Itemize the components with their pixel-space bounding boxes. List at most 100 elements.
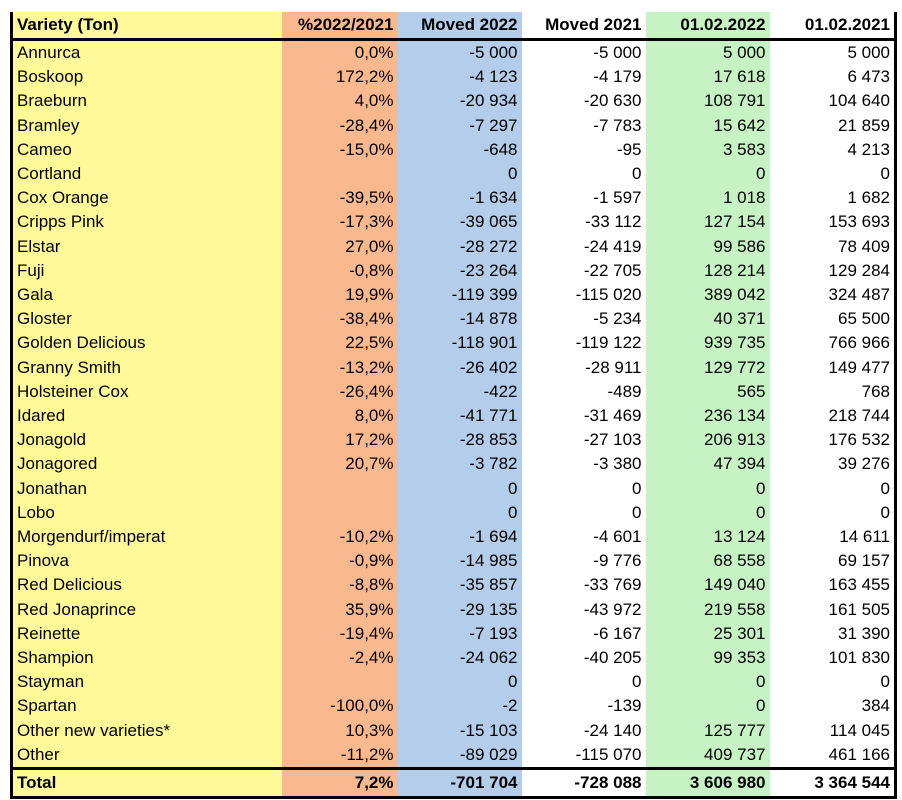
cell-stock-2022: 15 642 [645, 113, 770, 138]
cell-stock-2021: 69 157 [769, 549, 897, 574]
cell-moved-2021: -20 630 [521, 89, 646, 114]
cell-moved-2021: -3 380 [521, 452, 646, 477]
apple-varieties-table: Variety (Ton) %2022/2021 Moved 2022 Move… [10, 12, 897, 800]
cell-moved-2022: -28 853 [397, 428, 522, 453]
cell-stock-2022: 149 040 [645, 573, 770, 598]
cell-moved-2021: -4 179 [521, 65, 646, 90]
cell-pct-change [281, 162, 398, 187]
cell-variety: Cox Orange [10, 186, 282, 211]
table-row: Other new varieties* 10,3% -15 103 -24 140 1… [10, 718, 897, 743]
cell-stock-2021: 31 390 [769, 621, 897, 647]
cell-moved-2022: -28 272 [397, 234, 522, 259]
cell-moved-2022: -1 694 [397, 525, 522, 550]
cell-stock-2022: 939 735 [645, 331, 770, 356]
cell-stock-2022: 565 [645, 379, 770, 405]
cell-stock-2021: 324 487 [769, 283, 897, 308]
cell-moved-2022: -14 985 [397, 549, 522, 574]
cell-moved-2021: -27 103 [521, 428, 646, 453]
cell-variety: Granny Smith [10, 355, 282, 380]
cell-stock-2022: 206 913 [645, 428, 770, 453]
cell-moved-2022: -1 634 [397, 186, 522, 211]
cell-variety: Annurca [10, 39, 282, 66]
cell-moved-2022: 0 [397, 670, 522, 695]
cell-moved-2022: -5 000 [397, 39, 522, 66]
cell-stock-2022: 68 558 [645, 549, 770, 574]
table-row: Cortland 0 0 0 0 [10, 162, 897, 187]
cell-stock-2021: 4 213 [769, 137, 897, 163]
cell-pct-change: 19,9% [281, 283, 398, 308]
cell-moved-2021: -119 122 [521, 331, 646, 356]
cell-stock-2022: 219 558 [645, 597, 770, 622]
table-row: Jonathan 0 0 0 0 [10, 476, 897, 501]
cell-moved-2021: -31 469 [521, 404, 646, 429]
cell-stock-2021: 104 640 [769, 89, 897, 114]
cell-variety: Gloster [10, 307, 282, 332]
cell-stock-2021: 65 500 [769, 307, 897, 332]
cell-pct-change: -0,8% [281, 258, 398, 284]
table-row: Gala 19,9% -119 399 -115 020 389 042 324 487 [10, 283, 897, 308]
table-row: Cripps Pink -17,3% -39 065 -33 112 127 154 15… [10, 210, 897, 235]
cell-moved-2022: 0 [397, 476, 522, 501]
cell-moved-2021: -7 783 [521, 113, 646, 138]
cell-pct-change [281, 500, 398, 526]
cell-moved-2021: -24 140 [521, 718, 646, 743]
total-stock-2022: 3 606 980 [645, 767, 770, 800]
cell-pct-change [281, 476, 398, 501]
cell-pct-change: -11,2% [281, 742, 398, 769]
cell-variety: Jonagored [10, 452, 282, 477]
cell-moved-2022: -4 123 [397, 65, 522, 90]
cell-stock-2021: 101 830 [769, 646, 897, 671]
cell-stock-2022: 47 394 [645, 452, 770, 477]
cell-pct-change: -38,4% [281, 307, 398, 332]
cell-moved-2021: -4 601 [521, 525, 646, 550]
cell-stock-2021: 768 [769, 379, 897, 405]
cell-variety: Spartan [10, 694, 282, 719]
cell-stock-2022: 1 018 [645, 186, 770, 211]
cell-pct-change: -10,2% [281, 525, 398, 550]
table-row: Holsteiner Cox -26,4% -422 -489 565 768 [10, 379, 897, 405]
table-row: Golden Delicious 22,5% -118 901 -119 122 939… [10, 331, 897, 356]
cell-stock-2022: 25 301 [645, 621, 770, 647]
cell-stock-2022: 0 [645, 670, 770, 695]
cell-stock-2022: 0 [645, 162, 770, 187]
table-row: Spartan -100,0% -2 -139 0 384 [10, 694, 897, 719]
cell-pct-change: -0,9% [281, 549, 398, 574]
cell-variety: Idared [10, 404, 282, 429]
cell-stock-2021: 0 [769, 476, 897, 501]
cell-moved-2021: -40 205 [521, 646, 646, 671]
cell-pct-change: -28,4% [281, 113, 398, 138]
cell-moved-2021: 0 [521, 670, 646, 695]
cell-stock-2021: 114 045 [769, 718, 897, 743]
table-row: Other -11,2% -89 029 -115 070 409 737 461 166 [10, 742, 897, 769]
cell-stock-2022: 127 154 [645, 210, 770, 235]
cell-variety: Jonathan [10, 476, 282, 501]
table-row: Red Delicious -8,8% -35 857 -33 769 149 040 1… [10, 573, 897, 598]
table-row: Cameo -15,0% -648 -95 3 583 4 213 [10, 137, 897, 163]
cell-moved-2022: -14 878 [397, 307, 522, 332]
cell-moved-2022: -23 264 [397, 258, 522, 284]
cell-moved-2021: -1 597 [521, 186, 646, 211]
cell-variety: Braeburn [10, 89, 282, 114]
cell-stock-2021: 163 455 [769, 573, 897, 598]
cell-moved-2021: -9 776 [521, 549, 646, 574]
table-row: Bramley -28,4% -7 297 -7 783 15 642 21 859 [10, 113, 897, 138]
cell-moved-2022: -7 297 [397, 113, 522, 138]
cell-stock-2022: 99 353 [645, 646, 770, 671]
total-pct-change: 7,2% [281, 767, 398, 800]
cell-moved-2022: -3 782 [397, 452, 522, 477]
cell-stock-2021: 129 284 [769, 258, 897, 284]
cell-stock-2021: 161 505 [769, 597, 897, 622]
header-moved-2021: Moved 2021 [521, 12, 646, 41]
table-row: Reinette -19,4% -7 193 -6 167 25 301 31 390 [10, 621, 897, 647]
table-row: Jonagold 17,2% -28 853 -27 103 206 913 176 53… [10, 428, 897, 453]
cell-stock-2022: 99 586 [645, 234, 770, 259]
cell-moved-2021: -43 972 [521, 597, 646, 622]
cell-stock-2021: 176 532 [769, 428, 897, 453]
cell-variety: Morgendurf/imperat [10, 525, 282, 550]
cell-variety: Lobo [10, 500, 282, 526]
total-label: Total [10, 767, 282, 800]
cell-moved-2022: -118 901 [397, 331, 522, 356]
cell-pct-change: -100,0% [281, 694, 398, 719]
cell-stock-2021: 39 276 [769, 452, 897, 477]
cell-variety: Pinova [10, 549, 282, 574]
